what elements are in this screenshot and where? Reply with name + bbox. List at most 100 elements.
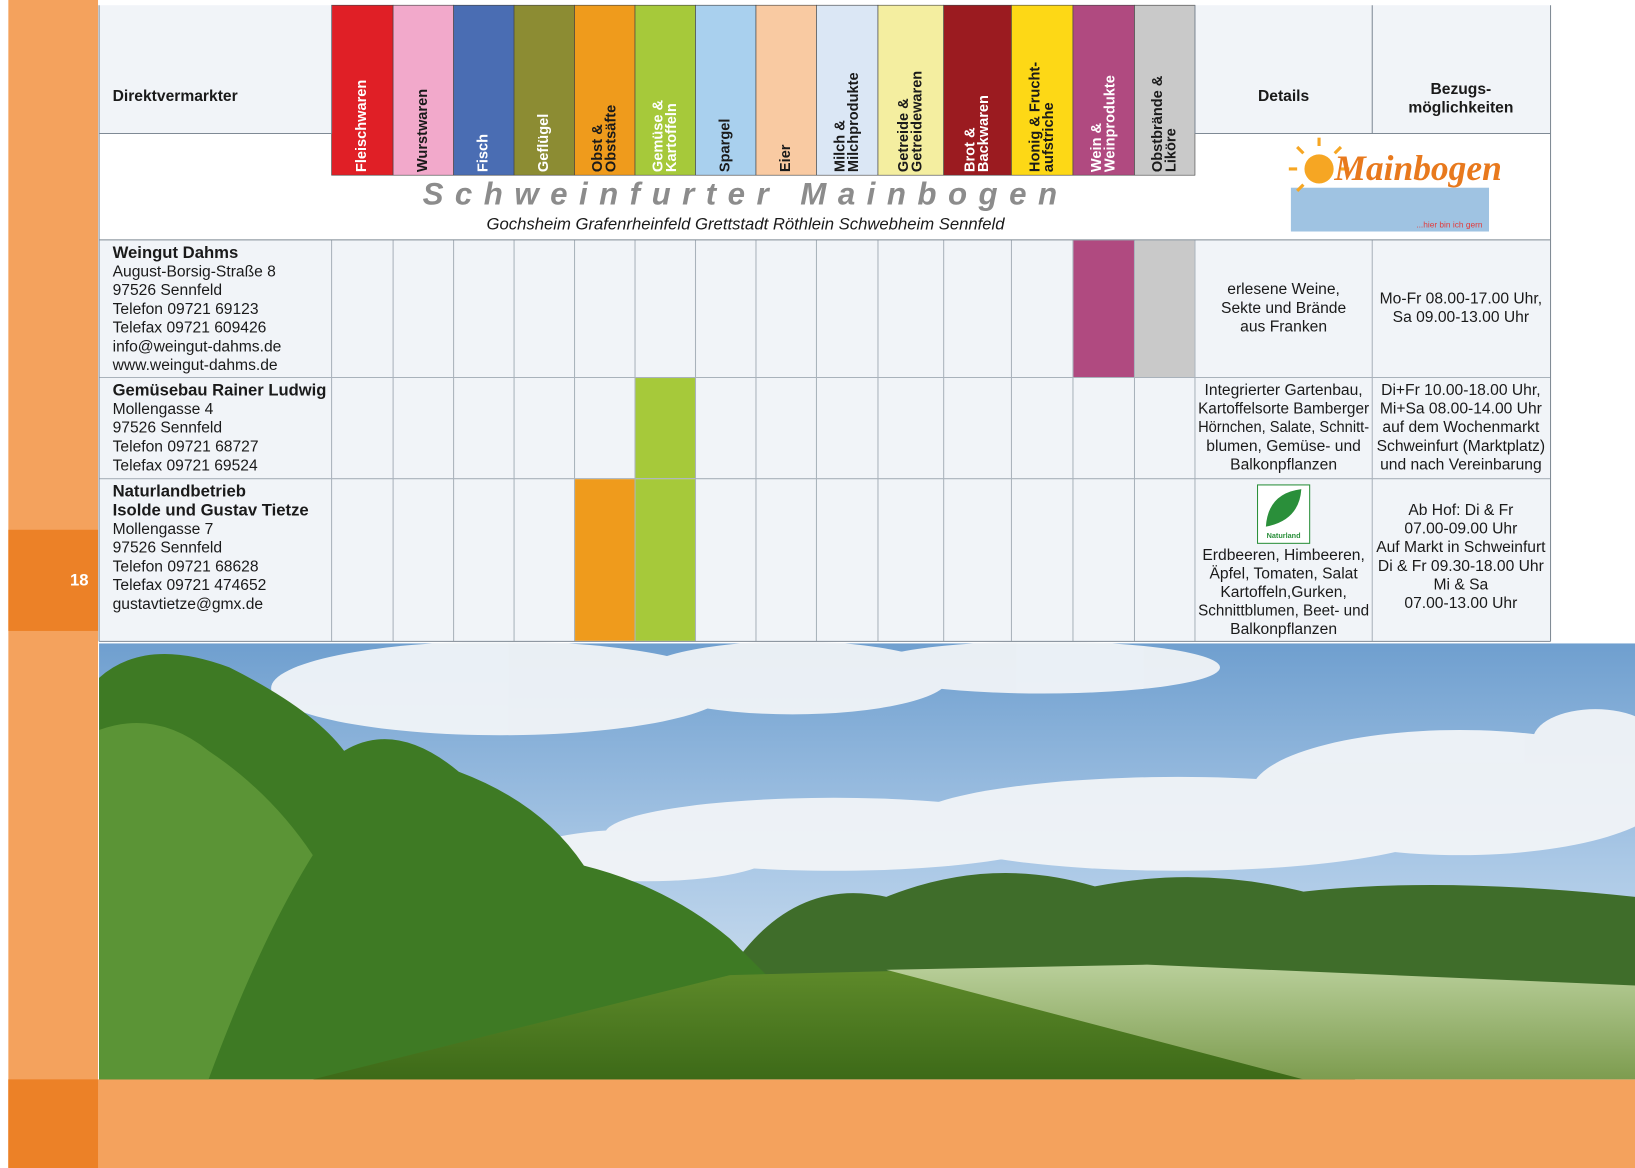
category-header <box>392 4 454 176</box>
category-header <box>331 4 394 176</box>
provider-address: 97526 Sennfeld <box>113 420 222 437</box>
offer-cell <box>1073 240 1134 377</box>
provider-name: Gemüsebau Rainer Ludwig <box>113 380 327 399</box>
category-header <box>943 4 1012 176</box>
details-header: Details <box>1258 88 1310 105</box>
logo-slogan: ...hier bin ich gern <box>1416 219 1483 229</box>
availability-text: Mo-Fr 08.00-17.00 Uhr, <box>1380 291 1542 308</box>
category-label: Kartoffeln <box>664 103 680 172</box>
provider-header: Direktvermarkter <box>113 88 238 105</box>
category-header <box>1011 4 1074 176</box>
category-label: Spargel <box>718 119 734 172</box>
availability-text: Auf Markt in Schweinfurt <box>1376 539 1546 556</box>
details-text: erlesene Weine, <box>1227 281 1340 298</box>
category-header <box>755 4 817 176</box>
page-tab <box>8 529 99 631</box>
provider-address: Telefax 09721 609426 <box>113 320 267 337</box>
availability-text: Schweinfurt (Marktplatz) <box>1377 438 1545 455</box>
availability-text: Ab Hof: Di & Fr <box>1408 502 1513 519</box>
details-text: Sekte und Brände <box>1221 300 1346 317</box>
availability-text: Di & Fr 09.30-18.00 Uhr <box>1378 558 1544 575</box>
category-header <box>877 4 944 176</box>
provider-address: info@weingut-dahms.de <box>113 338 282 355</box>
category-label: Wein & <box>1089 122 1105 172</box>
availability-text: Sa 09.00-13.00 Uhr <box>1393 309 1529 326</box>
provider-address: 97526 Sennfeld <box>113 282 222 299</box>
category-label: Wurstwaren <box>415 89 431 172</box>
details-text: Äpfel, Tomaten, Salat <box>1209 564 1358 582</box>
details-text: Kartoffelsorte Bamberger <box>1198 401 1369 418</box>
margin <box>0 0 9 1168</box>
category-label: Obstbrände & <box>1150 75 1166 172</box>
category-label: Weinprodukte <box>1102 75 1118 172</box>
category-header <box>1072 4 1135 176</box>
category-header <box>695 4 757 176</box>
availability-text: 07.00-09.00 Uhr <box>1404 521 1517 538</box>
availability-text: Mi & Sa <box>1434 576 1489 593</box>
availability-text: auf dem Wochenmarkt <box>1382 419 1540 436</box>
availability-header: Bezugs- <box>1430 81 1491 98</box>
category-header <box>574 4 636 176</box>
availability-text: und nach Vereinbarung <box>1380 456 1542 473</box>
details-text: blumen, Gemüse- und <box>1206 438 1361 455</box>
details-text: Erdbeeren, Himbeeren, <box>1202 547 1364 564</box>
availability-header: möglichkeiten <box>1408 100 1513 117</box>
provider-address: Telefon 09721 68628 <box>113 558 259 575</box>
provider-address: Mollengasse 7 <box>113 521 214 538</box>
details-text: Balkonpflanzen <box>1230 621 1337 638</box>
category-label: Honig & Frucht- <box>1027 62 1043 172</box>
category-label: Milchprodukte <box>846 72 862 172</box>
category-header <box>634 4 696 176</box>
category-label: Gemüse & <box>650 99 666 172</box>
category-label: Backwaren <box>976 95 992 172</box>
logo-text: Mainbogen <box>1333 148 1501 188</box>
provider-address: Telefon 09721 68727 <box>113 439 259 456</box>
category-header <box>513 4 575 176</box>
provider-address: Telefon 09721 69123 <box>113 301 259 318</box>
details-text: Hörnchen, Salate, Schnitt- <box>1198 419 1369 436</box>
category-label: Liköre <box>1163 128 1179 172</box>
offer-cell <box>575 479 635 641</box>
table-borders <box>98 5 1552 642</box>
category-label: Obstsäfte <box>603 105 619 172</box>
details-text: Kartoffeln,Gurken, <box>1220 584 1347 601</box>
badge-text: Naturland <box>1267 531 1301 540</box>
provider-name: Isolde und Gustav Tietze <box>113 500 309 519</box>
provider-address: 97526 Sennfeld <box>113 540 222 557</box>
category-label: Getreide & <box>896 98 912 172</box>
offer-cell <box>635 479 695 641</box>
category-label: Geflügel <box>536 114 552 172</box>
offer-cell <box>1135 240 1195 377</box>
bottom-tab <box>8 1079 99 1168</box>
category-label: Fisch <box>476 134 492 172</box>
category-label: aufstriche <box>1041 102 1057 172</box>
provider-name: Weingut Dahms <box>113 243 239 262</box>
provider-address: gustavtietze@gmx.de <box>113 596 263 613</box>
provider-address: www.weingut-dahms.de <box>112 357 278 374</box>
offer-cell <box>635 378 695 479</box>
landscape-photo <box>99 641 1635 1080</box>
page-number: 18 <box>70 570 89 589</box>
provider-name: Naturlandbetrieb <box>113 482 246 501</box>
category-label: Obst & <box>590 124 606 172</box>
category-label: Getreidewaren <box>909 71 925 172</box>
provider-address: Mollengasse 4 <box>113 401 214 418</box>
details-text: Integrierter Gartenbau, <box>1205 382 1363 399</box>
category-label: Fleischwaren <box>354 80 370 172</box>
bottom-band <box>8 1079 1635 1168</box>
naturland-leaf <box>1265 489 1302 527</box>
details-text: Schnittblumen, Beet- und <box>1198 602 1369 619</box>
banner-towns: Gochsheim Grafenrheinfeld Grettstadt Röt… <box>487 215 1006 234</box>
provider-address: Telefax 09721 474652 <box>113 577 267 594</box>
availability-text: 07.00-13.00 Uhr <box>1404 595 1517 612</box>
category-label: Eier <box>778 144 794 172</box>
availability-text: Di+Fr 10.00-18.00 Uhr, <box>1381 382 1540 399</box>
provider-address: August-Borsig-Straße 8 <box>113 263 277 280</box>
provider-address: Telefax 09721 69524 <box>113 457 258 474</box>
availability-text: Mi+Sa 08.00-14.00 Uhr <box>1380 401 1542 418</box>
mainbogen-logo: Mainbogen ...hier bin ich gern <box>1288 137 1502 232</box>
category-header <box>1134 4 1196 176</box>
banner-title: Schweinfurter Mainbogen <box>423 176 1069 211</box>
category-label: Milch & <box>832 120 848 172</box>
